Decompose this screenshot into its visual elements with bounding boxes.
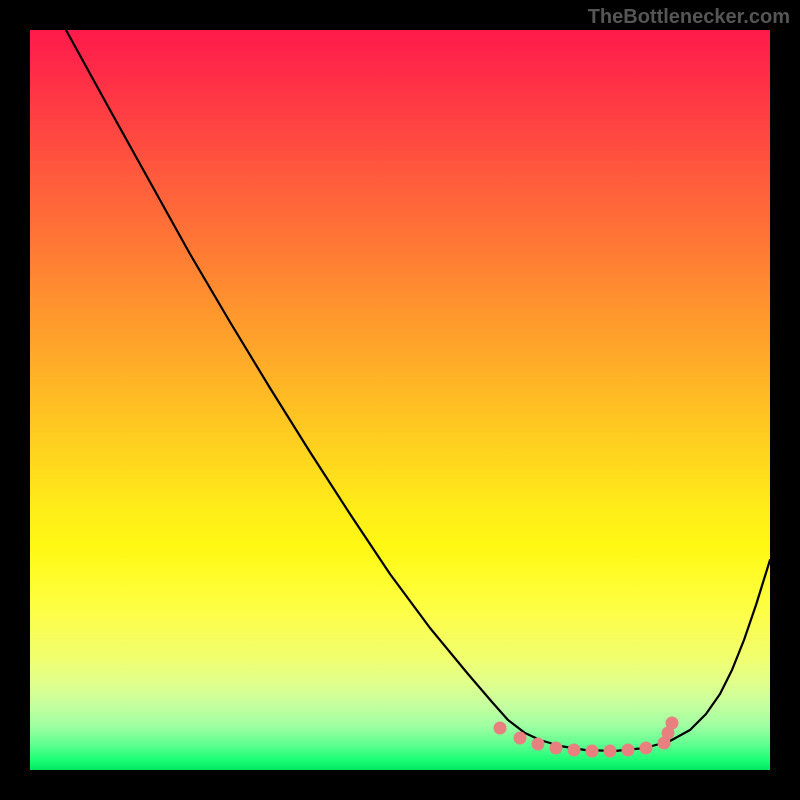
valley-dot — [622, 744, 635, 757]
valley-dot — [550, 742, 563, 755]
valley-dot — [666, 717, 679, 730]
valley-dot — [494, 722, 507, 735]
plot-background — [30, 30, 770, 770]
valley-dot — [532, 738, 545, 751]
valley-dot — [604, 745, 617, 758]
valley-dot — [640, 742, 653, 755]
valley-dot — [586, 745, 599, 758]
watermark-text: TheBottlenecker.com — [588, 6, 790, 29]
valley-dot — [514, 732, 527, 745]
chart-frame: TheBottlenecker.com — [0, 0, 800, 800]
chart-svg — [0, 0, 800, 800]
valley-dot — [568, 744, 581, 757]
